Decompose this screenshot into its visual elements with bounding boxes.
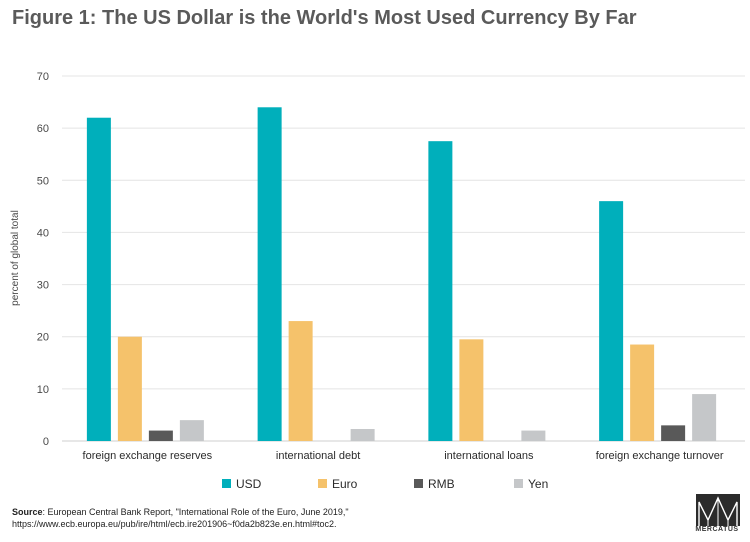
x-tick-label: foreign exchange turnover bbox=[596, 450, 724, 462]
source-text: : European Central Bank Report, "Interna… bbox=[42, 507, 349, 517]
gridlines bbox=[62, 75, 745, 442]
bar-yen bbox=[692, 394, 717, 441]
bar-euro bbox=[117, 336, 142, 441]
bar-yen bbox=[521, 430, 546, 441]
bar-rmb bbox=[148, 430, 173, 441]
chart-title: Figure 1: The US Dollar is the World's M… bbox=[12, 7, 637, 29]
source-url[interactable]: https://www.ecb.europa.eu/pub/ire/html/e… bbox=[12, 519, 337, 529]
bars bbox=[86, 107, 717, 442]
y-tick-label: 0 bbox=[43, 436, 49, 448]
x-tick-label: international loans bbox=[444, 450, 534, 462]
bar-usd bbox=[428, 141, 453, 441]
bar-usd bbox=[86, 117, 111, 441]
x-axis-ticks: foreign exchange reserves international d… bbox=[83, 450, 724, 462]
logo-text: MERCATUS bbox=[695, 526, 739, 533]
legend-swatch-euro bbox=[318, 479, 327, 488]
legend-label-usd: USD bbox=[236, 477, 262, 491]
y-tick-label: 60 bbox=[37, 123, 49, 135]
bar-rmb bbox=[661, 425, 686, 441]
legend-label-rmb: RMB bbox=[428, 477, 455, 491]
bar-usd bbox=[257, 107, 282, 442]
x-tick-label: foreign exchange reserves bbox=[83, 450, 213, 462]
mercatus-logo-icon bbox=[696, 494, 740, 526]
legend-swatch-usd bbox=[222, 479, 231, 488]
bar-euro bbox=[288, 321, 313, 441]
y-tick-label: 30 bbox=[37, 280, 49, 292]
x-tick-label: international debt bbox=[276, 450, 360, 462]
bar-euro bbox=[459, 339, 484, 441]
bar-euro bbox=[630, 344, 655, 441]
y-tick-label: 70 bbox=[37, 71, 49, 83]
bar-yen bbox=[350, 429, 375, 441]
bar-usd bbox=[599, 201, 624, 441]
y-axis-label: percent of global total bbox=[10, 210, 21, 306]
legend-label-euro: Euro bbox=[332, 477, 358, 491]
source-label: Source bbox=[12, 507, 43, 517]
y-tick-label: 50 bbox=[37, 175, 49, 187]
source-note: Source: European Central Bank Report, "I… bbox=[12, 506, 652, 530]
y-tick-label: 40 bbox=[37, 227, 49, 239]
legend: USD Euro RMB Yen bbox=[222, 477, 548, 491]
legend-label-yen: Yen bbox=[528, 477, 548, 491]
legend-swatch-yen bbox=[514, 479, 523, 488]
legend-swatch-rmb bbox=[414, 479, 423, 488]
y-axis-ticks: 0 10 20 30 40 50 60 70 bbox=[37, 71, 49, 448]
bar-yen bbox=[179, 420, 204, 441]
y-tick-label: 10 bbox=[37, 384, 49, 396]
y-tick-label: 20 bbox=[37, 332, 49, 344]
